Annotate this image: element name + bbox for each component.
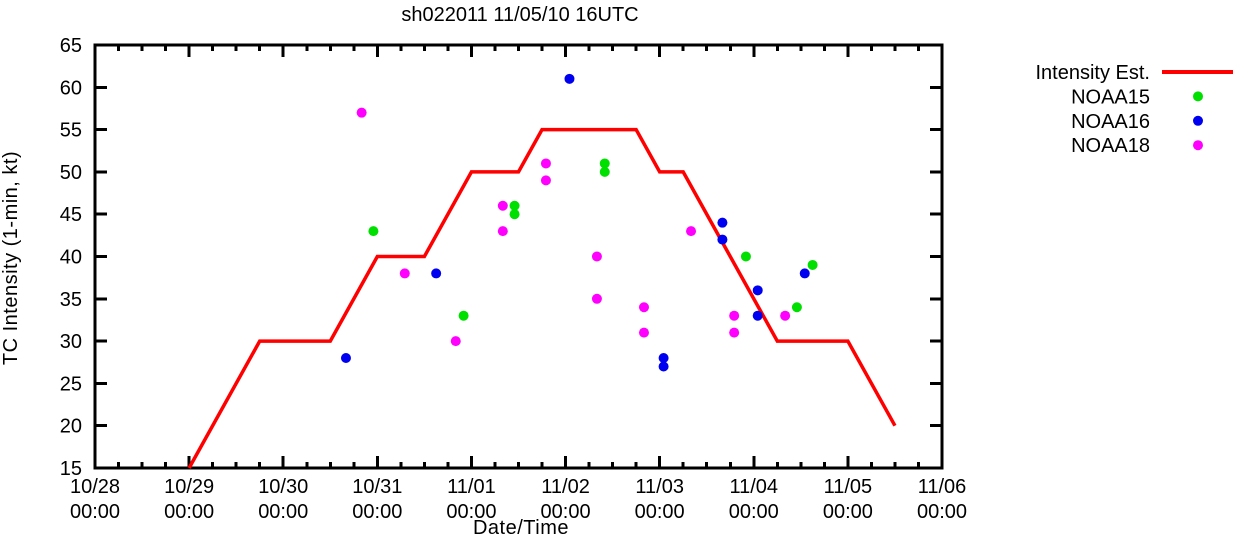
noaa15-point <box>599 166 610 177</box>
noaa18-point <box>591 293 602 304</box>
plot-axes: 10/28 00:00 10/29 00:00 10/30 00:00 10/31 00:00… <box>60 35 967 523</box>
noaa16-point <box>752 310 763 321</box>
noaa18-point <box>638 302 649 313</box>
noaa16-point <box>658 353 669 364</box>
noaa18-point <box>399 268 410 279</box>
noaa16-point <box>717 217 728 228</box>
noaa18-point <box>638 327 649 338</box>
noaa15-point <box>740 251 751 262</box>
noaa16-point <box>752 285 763 296</box>
noaa18-point <box>780 310 791 321</box>
noaa18-point <box>540 175 551 186</box>
x-tick-time-label: 00:00 <box>729 501 779 523</box>
x-tick-time-label: 00:00 <box>823 501 873 523</box>
x-tick-date-label: 11/05 <box>824 476 873 498</box>
y-tick-label: 40 <box>60 247 82 269</box>
x-tick-time-label: 00:00 <box>917 501 967 523</box>
legend-dot-sample <box>1193 140 1203 151</box>
noaa16-point <box>340 353 351 364</box>
x-tick-time-label: 00:00 <box>258 501 308 523</box>
noaa16-point <box>799 268 810 279</box>
legend-label-4: NOAA18 <box>1071 135 1150 157</box>
x-tick-time-label: 00:00 <box>70 501 120 523</box>
legend-label-3: NOAA16 <box>1071 111 1150 133</box>
noaa15-point <box>599 158 610 169</box>
noaa18-point <box>450 336 461 347</box>
y-axis-label: TC Intensity (1-min, kt) <box>0 151 22 365</box>
y-tick-label: 45 <box>60 204 82 226</box>
x-axis-label: Date/Time <box>473 517 569 539</box>
legend-label-1: Intensity Est. <box>1036 62 1151 84</box>
noaa18-point <box>540 158 551 169</box>
noaa18-point <box>497 200 508 211</box>
chart-title: sh022011 11/05/10 16UTC <box>401 4 638 26</box>
noaa18-point <box>729 310 740 321</box>
x-tick-time-label: 00:00 <box>635 501 685 523</box>
x-tick-date-label: 10/29 <box>164 476 214 498</box>
noaa18-point <box>591 251 602 262</box>
x-tick-date-label: 11/03 <box>635 476 684 498</box>
x-tick-time-label: 00:00 <box>446 501 496 523</box>
y-tick-label: 60 <box>60 77 82 99</box>
x-tick-date-label: 11/04 <box>729 476 778 498</box>
noaa15-point <box>458 310 469 321</box>
plot-series <box>187 73 897 469</box>
x-tick-time-label: 00:00 <box>541 501 591 523</box>
noaa16-point <box>431 268 442 279</box>
noaa15-point <box>807 259 818 270</box>
noaa16-point <box>658 361 669 372</box>
y-tick-label: 20 <box>60 416 82 438</box>
y-tick-label: 35 <box>60 289 82 311</box>
noaa18-point <box>356 107 367 118</box>
y-tick-label: 15 <box>60 458 82 480</box>
plot-border <box>93 43 944 470</box>
x-tick-date-label: 11/02 <box>541 476 590 498</box>
noaa15-point <box>509 200 520 211</box>
noaa16-point <box>717 234 728 245</box>
legend-label-2: NOAA15 <box>1071 86 1150 108</box>
x-tick-date-label: 11/06 <box>918 476 967 498</box>
noaa15-point <box>509 209 520 220</box>
y-tick-label: 55 <box>60 120 82 142</box>
x-tick-time-label: 00:00 <box>164 501 214 523</box>
y-tick-label: 65 <box>60 35 82 57</box>
y-tick-label: 25 <box>60 373 82 395</box>
noaa18-point <box>497 226 508 237</box>
legend-dot-sample <box>1193 115 1203 126</box>
x-tick-time-label: 00:00 <box>352 501 402 523</box>
x-tick-date-label: 10/31 <box>352 476 402 498</box>
x-tick-date-label: 11/01 <box>447 476 496 498</box>
noaa16-point <box>564 73 575 84</box>
y-tick-label: 50 <box>60 162 82 184</box>
x-tick-date-label: 10/28 <box>70 476 120 498</box>
noaa18-point <box>729 327 740 338</box>
x-tick-date-label: 10/30 <box>258 476 308 498</box>
noaa15-point <box>791 302 802 313</box>
y-tick-label: 30 <box>60 331 82 353</box>
noaa18-point <box>686 226 697 237</box>
legend-dot-sample <box>1193 91 1203 102</box>
noaa15-point <box>368 226 379 237</box>
